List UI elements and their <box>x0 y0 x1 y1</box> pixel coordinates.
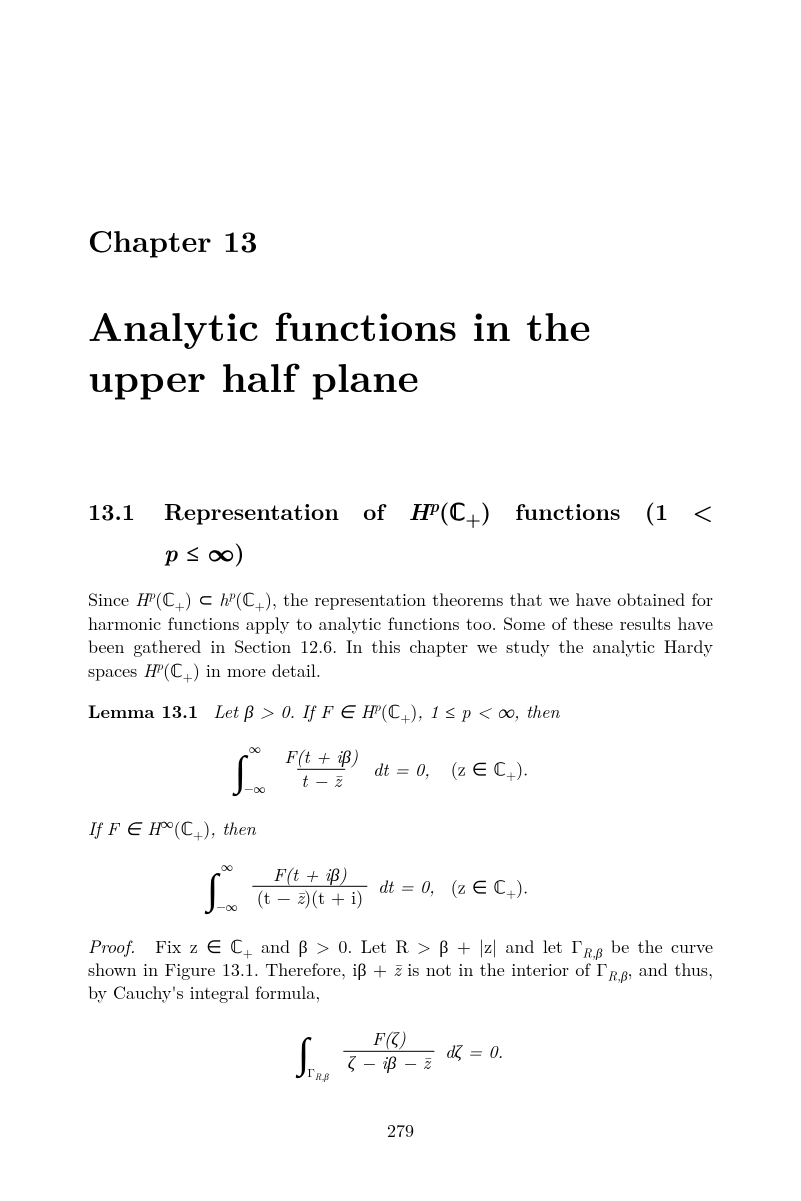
eq-condition: (z ∈ ℂ+). <box>451 874 528 899</box>
frac-num: F(t + iβ) <box>285 744 359 769</box>
math-sub-plus: + <box>465 507 480 532</box>
proof-paragraph: Proof. Fix z ∈ ℂ+ and β > 0. Let R > β +… <box>88 935 713 1005</box>
intro-paragraph: Since Hp(ℂ+) ⊂ hp(ℂ+), the representatio… <box>88 588 713 682</box>
math-sup-p: p <box>429 494 439 518</box>
math-cplus-sub: + <box>193 825 203 844</box>
integral: ∫ ΓR,β <box>298 1030 333 1072</box>
cond-close: ). <box>516 757 528 782</box>
frac-num: F(ζ) <box>372 1026 406 1051</box>
fraction: F(t + iβ) (t − z̄)(t + i) <box>253 865 367 909</box>
equation-1: ∫ ∞ −∞ F(t + iβ) t − z̄ dt = 0, (z ∈ ℂ+)… <box>88 741 713 797</box>
frac-den-zbar: z̄ <box>334 768 341 793</box>
proof-text: and β > 0. Let R > β + |z| and let Γ <box>253 934 583 959</box>
frac-den-a: t − <box>301 768 334 793</box>
math-close: ) <box>481 494 491 527</box>
para-text: Since <box>88 587 135 612</box>
cond-close: ). <box>516 874 528 899</box>
page-number: 279 <box>0 1118 801 1143</box>
eq-after: dt = 0, <box>373 757 430 782</box>
int-lower: −∞ <box>244 783 265 795</box>
math-cplus-open: (ℂ <box>155 587 175 612</box>
math-sup: p <box>374 696 381 715</box>
math-cplus-sub: + <box>400 708 410 727</box>
zbar: z̄ <box>393 957 400 982</box>
chapter-label: Chapter 13 <box>88 218 713 261</box>
frac-den-zbar: z̄ <box>423 1049 430 1074</box>
math-H: H <box>143 658 156 683</box>
math-subset: ⊂ <box>192 587 220 612</box>
math-sup-inf: ∞ <box>161 813 174 832</box>
frac-den-b: )(t + i) <box>304 885 363 910</box>
section-number: 13.1 <box>88 493 164 570</box>
cond-text: (z ∈ ℂ <box>451 874 506 899</box>
lemma-statement-2: If F ∈ H∞(ℂ+), then <box>88 817 713 840</box>
fraction: F(ζ) ζ − iβ − z̄ <box>344 1029 435 1073</box>
proof-text: is not in the interior of Γ <box>401 957 608 982</box>
math-cplus-open: (ℂ <box>163 658 183 683</box>
cond-sub: + <box>506 883 516 902</box>
section-title: Representation of Hp(ℂ+) functions (1 < … <box>164 493 713 570</box>
lemma-head: Lemma 13.1 <box>88 699 198 724</box>
section-title-text: Representation of <box>164 494 409 527</box>
math-cplus-open: (ℂ <box>174 816 194 841</box>
math-H: H <box>135 587 148 612</box>
math-cplus-close: ) <box>185 587 192 612</box>
int-upper: ∞ <box>244 743 265 755</box>
math-cplus-open: (ℂ <box>235 587 255 612</box>
frac-den-a: ζ − iβ − <box>348 1049 423 1074</box>
proof-sub: R,β <box>608 966 628 985</box>
equation-3: ∫ ΓR,β F(ζ) ζ − iβ − z̄ dζ = 0. <box>88 1023 713 1079</box>
math-cplus-open: (ℂ <box>381 699 401 724</box>
section-title-line2: p ≤ ∞) <box>164 535 245 568</box>
math-cplus-close: ) <box>265 587 272 612</box>
int-upper: ∞ <box>216 861 237 873</box>
equation-2: ∫ ∞ −∞ F(t + iβ) (t − z̄)(t + i) dt = 0,… <box>88 859 713 915</box>
lemma-text: If F ∈ H <box>88 816 161 841</box>
lemma-text: , then <box>210 816 256 841</box>
math-cplus-close: ) <box>193 658 200 683</box>
eq-after: dt = 0, <box>378 874 435 899</box>
math-paren: (ℂ <box>439 494 465 527</box>
proof-head: Proof. <box>88 934 135 959</box>
cond-text: (z ∈ ℂ <box>451 757 506 782</box>
lemma-text: , 1 ≤ p < ∞, then <box>417 699 559 724</box>
eq-after: dζ = 0. <box>445 1038 503 1063</box>
lemma-statement: Lemma 13.1 Let β > 0. If F ∈ Hp(ℂ+), 1 ≤… <box>88 700 713 723</box>
page: Chapter 13 Analytic functions in the upp… <box>0 0 801 1201</box>
math-h: h <box>219 587 228 612</box>
integral: ∫ ∞ −∞ <box>235 748 270 790</box>
math-cplus-sub: + <box>183 666 193 685</box>
integral: ∫ ∞ −∞ <box>207 866 242 908</box>
cond-sub: + <box>506 765 516 784</box>
para-text: in more detail. <box>200 658 321 683</box>
frac-num: F(t + iβ) <box>273 862 347 887</box>
section-title-suffix: functions (1 < <box>491 494 713 527</box>
section-heading: 13.1 Representation of Hp(ℂ+) functions … <box>88 493 713 570</box>
fraction: F(t + iβ) t − z̄ <box>281 747 363 791</box>
lemma-text: Let β > 0. If F ∈ H <box>213 699 374 724</box>
int-lower: −∞ <box>216 901 237 913</box>
proof-text: Fix z ∈ ℂ <box>155 934 243 959</box>
int-sub-idx: R,β <box>315 1070 329 1083</box>
math-H: H <box>409 495 430 528</box>
eq-condition: (z ∈ ℂ+). <box>451 757 528 782</box>
frac-den-a: (t − <box>257 885 297 910</box>
int-sub: Γ <box>307 1064 315 1081</box>
chapter-title: Analytic functions in the upper half pla… <box>88 299 713 401</box>
